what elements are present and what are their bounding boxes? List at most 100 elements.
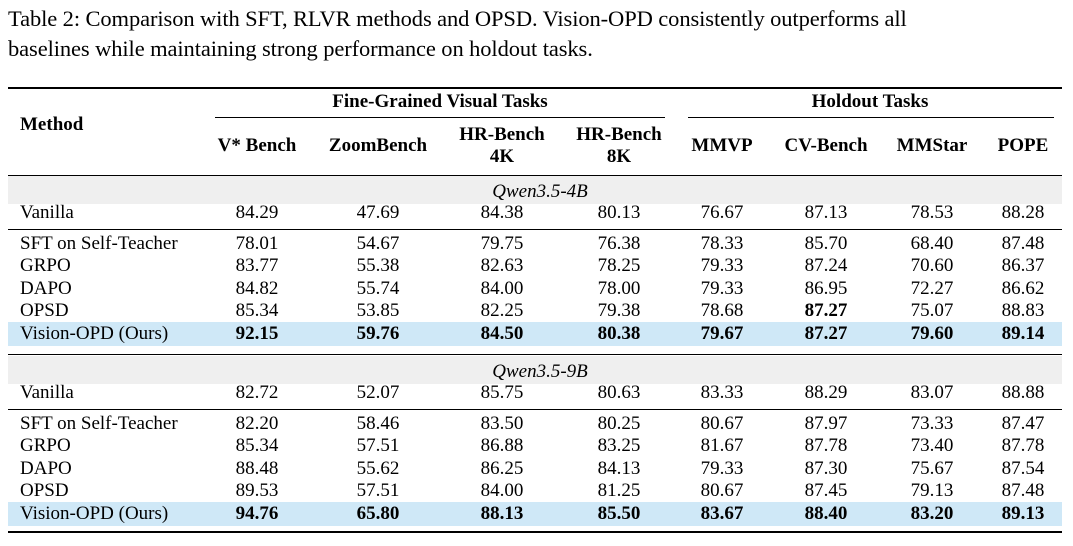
value-cell: 82.20 — [235, 413, 279, 434]
value-cell: 47.69 — [356, 202, 400, 223]
value-cell: 79.33 — [700, 457, 744, 479]
group-header-holdout: Holdout Tasks — [811, 91, 929, 112]
value-cell: 55.74 — [356, 277, 400, 299]
value-cell-ours: 84.50 — [480, 322, 524, 344]
value-cell: 87.78 — [1001, 435, 1045, 457]
column-header-pope: POPE — [997, 135, 1049, 156]
value-cell: 73.33 — [910, 413, 954, 434]
value-cell: 78.01 — [235, 233, 279, 254]
value-cell: 84.82 — [235, 277, 279, 299]
value-cell: 85.75 — [480, 382, 524, 403]
value-cell-ours: 88.40 — [804, 502, 848, 524]
value-cell: 88.28 — [1001, 202, 1045, 223]
value-cell: 88.48 — [235, 457, 279, 479]
caption-line-2: baselines while maintaining strong perfo… — [8, 36, 593, 61]
value-cell: 83.33 — [700, 382, 744, 403]
value-cell-ours: 89.13 — [1001, 502, 1045, 524]
value-cell: 73.40 — [910, 435, 954, 457]
value-cell: 86.62 — [1001, 277, 1045, 299]
value-cell-ours: 83.20 — [910, 502, 954, 524]
value-cell: 80.25 — [597, 413, 641, 434]
value-cell: 84.00 — [480, 277, 524, 299]
table-caption: Table 2: Comparison with SFT, RLVR metho… — [8, 4, 1068, 64]
value-cell: 57.51 — [356, 480, 400, 502]
value-cell: 87.97 — [804, 413, 848, 434]
value-cell: 86.25 — [480, 457, 524, 479]
value-cell-ours: 65.80 — [356, 502, 400, 524]
value-cell: 76.38 — [597, 233, 641, 254]
value-cell: 82.63 — [480, 255, 524, 277]
value-cell: 87.48 — [1001, 233, 1045, 254]
value-cell: 81.67 — [700, 435, 744, 457]
value-cell: 68.40 — [910, 233, 954, 254]
method-cell: GRPO — [20, 435, 71, 457]
value-cell: 78.53 — [910, 202, 954, 223]
method-cell: DAPO — [20, 277, 72, 299]
vanilla-separator-rule — [8, 229, 1062, 230]
value-cell: 84.13 — [597, 457, 641, 479]
model-group-background — [8, 356, 1062, 384]
group-header-fine-grained: Fine-Grained Visual Tasks — [332, 91, 548, 112]
method-cell: GRPO — [20, 255, 71, 277]
value-cell: 80.67 — [700, 413, 744, 434]
column-header-hr-bench-8k-line1: HR-Bench — [576, 124, 662, 145]
value-cell: 85.34 — [235, 435, 279, 457]
value-cell: 80.13 — [597, 202, 641, 223]
value-cell: 88.29 — [804, 382, 848, 403]
value-cell: 87.27 — [804, 300, 848, 322]
value-cell: 52.07 — [356, 382, 400, 403]
value-cell-ours: 94.76 — [235, 502, 279, 524]
value-cell: 84.00 — [480, 480, 524, 502]
method-cell-ours: Vision-OPD (Ours) — [20, 322, 169, 344]
method-cell-ours: Vision-OPD (Ours) — [20, 502, 169, 524]
group-rule-fine-grained — [215, 117, 665, 118]
value-cell: 86.88 — [480, 435, 524, 457]
value-cell: 78.33 — [700, 233, 744, 254]
column-header-hr-bench-8k-line2: 8K — [606, 146, 632, 167]
value-cell: 87.13 — [804, 202, 848, 223]
value-cell: 84.29 — [235, 202, 279, 223]
column-header-cv-bench: CV-Bench — [784, 135, 868, 156]
value-cell: 88.88 — [1001, 382, 1045, 403]
value-cell: 78.25 — [597, 255, 641, 277]
section-separator-rule — [8, 354, 1062, 355]
model-group-background — [8, 176, 1062, 204]
value-cell: 86.37 — [1001, 255, 1045, 277]
value-cell: 75.67 — [910, 457, 954, 479]
model-group-label: Qwen3.5-9B — [492, 361, 588, 382]
value-cell: 87.78 — [804, 435, 848, 457]
value-cell: 82.25 — [480, 300, 524, 322]
value-cell: 78.68 — [700, 300, 744, 322]
value-cell: 79.33 — [700, 277, 744, 299]
bottom-rule — [8, 531, 1062, 533]
value-cell: 87.45 — [804, 480, 848, 502]
method-cell: Vanilla — [20, 382, 74, 403]
value-cell-ours: 83.67 — [700, 502, 744, 524]
value-cell-ours: 85.50 — [597, 502, 641, 524]
method-cell: SFT on Self-Teacher — [20, 413, 178, 434]
value-cell: 78.00 — [597, 277, 641, 299]
value-cell: 87.48 — [1001, 480, 1045, 502]
value-cell: 55.62 — [356, 457, 400, 479]
header-bottom-rule — [8, 175, 1062, 176]
value-cell: 87.47 — [1001, 413, 1045, 434]
value-cell: 76.67 — [700, 202, 744, 223]
method-cell: OPSD — [20, 480, 69, 502]
value-cell: 79.38 — [597, 300, 641, 322]
value-cell: 80.67 — [700, 480, 744, 502]
value-cell: 72.27 — [910, 277, 954, 299]
value-cell-ours: 79.60 — [910, 322, 954, 344]
value-cell: 84.38 — [480, 202, 524, 223]
group-rule-holdout — [688, 117, 1054, 118]
value-cell: 87.54 — [1001, 457, 1045, 479]
value-cell: 82.72 — [235, 382, 279, 403]
vanilla-separator-rule — [8, 409, 1062, 410]
caption-line-1: Table 2: Comparison with SFT, RLVR metho… — [8, 6, 907, 31]
value-cell: 83.07 — [910, 382, 954, 403]
model-group-label: Qwen3.5-4B — [492, 181, 588, 202]
value-cell-ours: 88.13 — [480, 502, 524, 524]
value-cell-ours: 87.27 — [804, 322, 848, 344]
method-header: Method — [20, 114, 84, 135]
value-cell: 79.75 — [480, 233, 524, 254]
value-cell: 54.67 — [356, 233, 400, 254]
